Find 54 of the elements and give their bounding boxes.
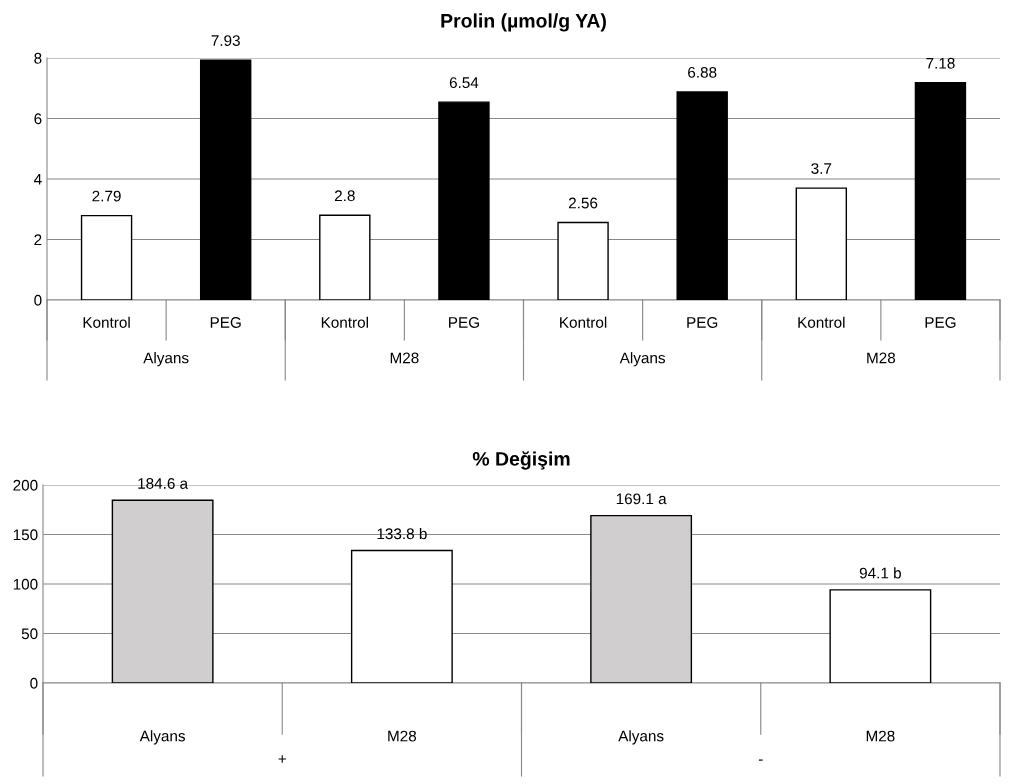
text: + <box>278 755 286 763</box>
x-tick-label: Kontrol <box>83 316 130 328</box>
data-label: 184.6 a <box>138 478 189 489</box>
data-label: 6.54 <box>449 77 479 89</box>
x-tick-label: PEG <box>925 317 956 328</box>
data-label: 94.1 b <box>859 567 901 579</box>
data-label: 7.93 <box>211 35 240 46</box>
y-tick-label: 4 <box>33 174 42 185</box>
bar <box>319 214 371 300</box>
x-tick-label: Kontrol <box>321 316 368 328</box>
y-tick-label: 6 <box>34 113 42 125</box>
y-tick-label: 100 <box>13 578 38 590</box>
data-label: 2.8 <box>334 190 355 202</box>
data-label: 3.7 <box>811 163 832 174</box>
x-tick-label: Alyans <box>139 730 185 745</box>
y-tick-label: 150 <box>13 529 38 541</box>
chart-title: Prolin (µmol/g YA) <box>441 13 606 32</box>
y-tick-label: 200 <box>13 479 38 491</box>
text: Alyans <box>143 352 189 367</box>
data-label: 2.79 <box>92 190 121 202</box>
data-label: 2.56 <box>568 197 598 209</box>
bar <box>557 221 609 300</box>
bar <box>590 514 693 683</box>
x-tick-label: M28 <box>388 730 417 742</box>
text: - <box>758 759 763 761</box>
bar <box>676 91 728 300</box>
x-tick-label: M28 <box>866 730 895 742</box>
bar <box>438 101 490 300</box>
bar <box>350 549 453 683</box>
y-tick-label: 0 <box>34 294 42 306</box>
data-label: 133.8 b <box>377 527 427 540</box>
x-tick-label: Alyans <box>618 730 664 745</box>
x-tick-label: PEG <box>210 317 241 328</box>
bar <box>795 187 848 300</box>
chart-title: % Değişim <box>472 451 570 470</box>
x-tick-label: PEG <box>449 317 479 328</box>
x-tick-label: Kontrol <box>560 316 607 328</box>
bar <box>111 499 214 683</box>
x-tick-label: Kontrol <box>798 316 845 328</box>
y-tick-label: 0 <box>30 677 38 689</box>
bar <box>199 59 252 300</box>
text: M28 <box>390 352 419 364</box>
data-label: 169.1 a <box>616 493 667 505</box>
bar <box>914 82 967 300</box>
data-label: 6.88 <box>688 66 717 78</box>
text: M28 <box>867 352 896 364</box>
y-tick-label: 2 <box>34 234 42 246</box>
y-tick-label: 50 <box>21 628 38 640</box>
text: Alyans <box>619 352 665 367</box>
bar <box>80 214 133 300</box>
y-tick-label: 8 <box>34 52 42 64</box>
bar <box>829 589 932 683</box>
data-label: 7.18 <box>926 57 955 69</box>
x-tick-label: PEG <box>687 317 718 328</box>
